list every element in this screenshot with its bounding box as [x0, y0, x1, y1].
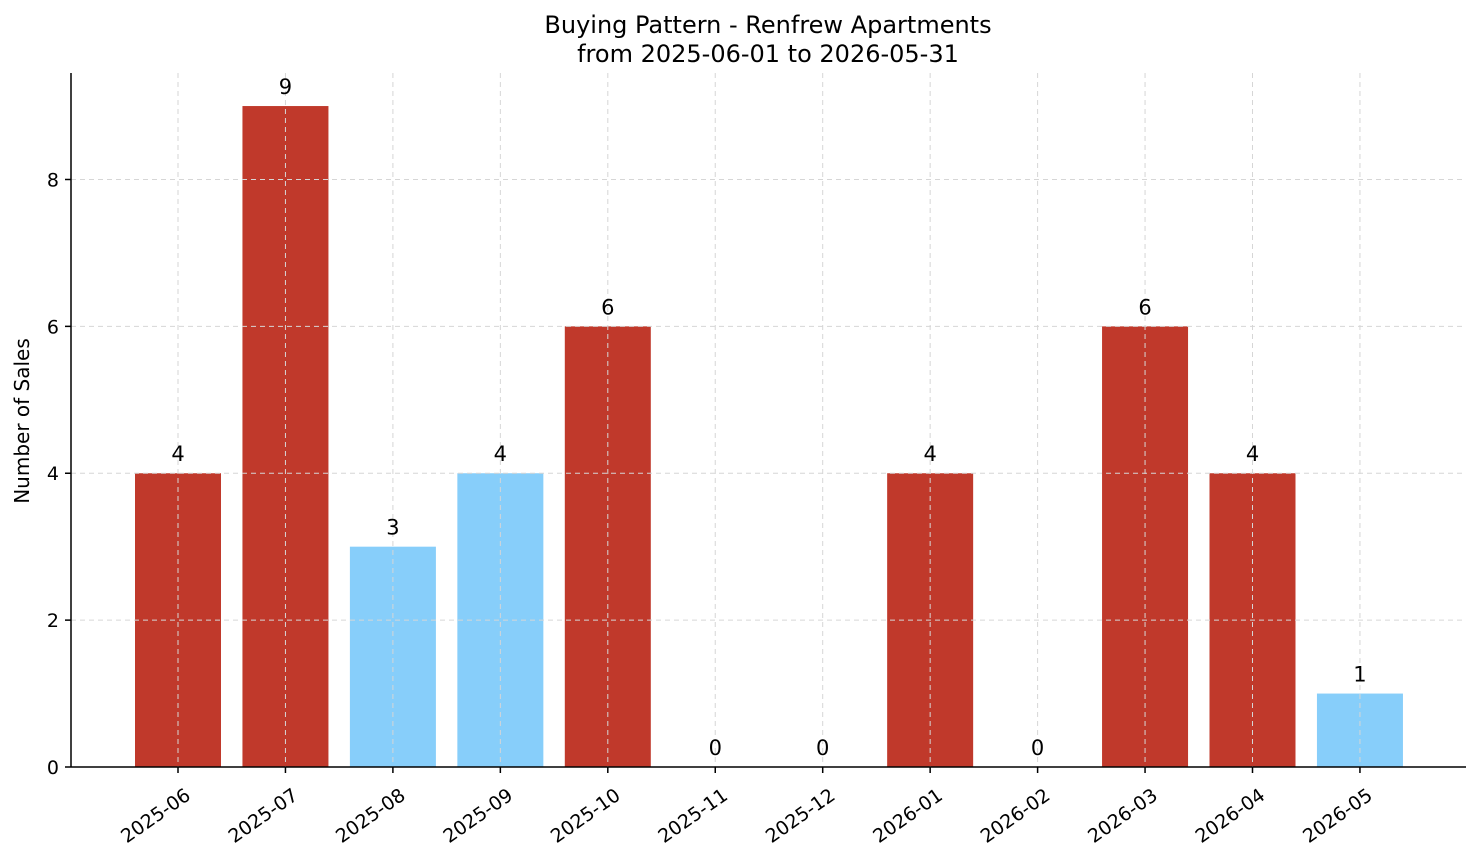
bars-layer: [135, 106, 1403, 768]
x-tick-label: 2025-06: [117, 784, 195, 848]
bar-value-label: 1: [1353, 663, 1366, 687]
bar-value-label: 0: [1031, 736, 1044, 760]
y-axis-ticks: 0 2 4 6 8: [47, 169, 71, 779]
bar-value-label: 6: [1138, 295, 1151, 319]
y-tick-label: 2: [47, 610, 59, 632]
x-tick-label: 2025-12: [762, 784, 840, 848]
y-tick-label: 6: [47, 316, 59, 338]
bar-value-label: 0: [816, 736, 829, 760]
chart-title-line-2: from 2025-06-01 to 2026-05-31: [577, 40, 959, 68]
x-tick-label: 2026-04: [1192, 784, 1270, 848]
y-tick-label: 0: [47, 757, 59, 779]
bar-value-label: 4: [923, 442, 936, 466]
bar-value-label: 0: [709, 736, 722, 760]
x-tick-label: 2025-11: [654, 784, 732, 848]
grid-layer: [71, 73, 1466, 767]
x-axis-ticks: 2025-06 2025-07 2025-08 2025-09 2025-10 2025-…: [117, 767, 1377, 848]
bar-value-label: 4: [494, 442, 507, 466]
x-tick-label: 2026-03: [1084, 784, 1162, 848]
bar-value-label: 9: [279, 75, 292, 99]
x-tick-label: 2026-01: [869, 784, 947, 848]
x-tick-label: 2025-08: [332, 784, 410, 848]
y-axis-label: Number of Sales: [10, 338, 34, 504]
bar-value-labels: 4 9 3 4 6 0 0 4 0 6 4 1: [171, 75, 1366, 760]
bar-value-label: 4: [171, 442, 184, 466]
bar-value-label: 4: [1246, 442, 1259, 466]
x-tick-label: 2025-10: [547, 784, 625, 848]
x-tick-label: 2025-07: [224, 784, 302, 848]
x-tick-label: 2026-05: [1299, 784, 1377, 848]
bar-value-label: 6: [601, 295, 614, 319]
y-tick-label: 8: [47, 169, 59, 191]
x-tick-label: 2026-02: [977, 784, 1055, 848]
y-tick-label: 4: [47, 463, 59, 485]
bar-value-label: 3: [386, 516, 399, 540]
x-tick-label: 2025-09: [439, 784, 517, 848]
chart-title-line-1: Buying Pattern - Renfrew Apartments: [544, 11, 991, 39]
